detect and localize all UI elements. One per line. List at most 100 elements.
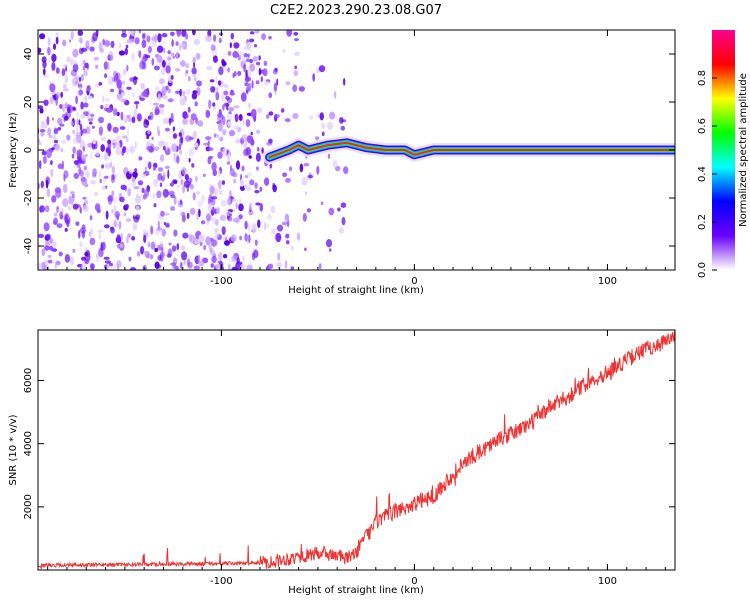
snr-y-axis-label: SNR (10 * v/v): [8, 414, 19, 485]
spectrogram-noise-cell: [80, 101, 84, 110]
spectrogram-noise-cell: [95, 64, 99, 69]
spectrogram-noise-cell: [240, 92, 247, 102]
spectrogram-noise-cell: [221, 92, 225, 102]
spectrogram-noise-cell: [112, 197, 117, 204]
spectrogram-noise-cell: [289, 166, 293, 172]
spectrogram-noise-cell: [167, 98, 174, 103]
spectrogram-noise-cell: [90, 180, 96, 185]
spectrogram-noise-cell: [226, 149, 229, 155]
spectrogram-noise-cell: [290, 266, 295, 270]
spectrogram-noise-cell: [98, 116, 104, 124]
spectrogram-noise-cell: [140, 245, 145, 255]
spectrogram-noise-cell: [170, 262, 176, 266]
spectrogram-noise-cell: [170, 75, 174, 80]
spectrogram-noise-cell: [203, 142, 209, 146]
spectrogram-noise-cell: [71, 193, 75, 199]
spectrogram-noise-cell: [202, 173, 206, 177]
spectrogram-noise-cell: [89, 113, 95, 117]
spectrogram-noise-cell: [79, 123, 83, 131]
spectrogram-noise-cell: [244, 76, 252, 82]
spectrogram-noise-cell: [111, 190, 115, 197]
spectrogram-noise-cell: [185, 88, 192, 95]
spectrogram-noise-cell: [256, 166, 259, 171]
spectrogram-noise-cell: [102, 95, 105, 103]
spectrogram-noise-cell: [160, 66, 166, 76]
spectrogram-noise-cell: [152, 193, 155, 199]
spectrogram-noise-cell: [212, 236, 218, 240]
spectrogram-noise-cell: [153, 102, 159, 106]
spectrogram-noise-cell: [254, 30, 260, 34]
spectrogram-noise-cell: [132, 223, 138, 231]
spectrogram-noise-cell: [105, 210, 109, 220]
spectrogram-x-axis-label: Height of straight line (km): [288, 285, 424, 296]
spectrogram-noise-cell: [321, 122, 325, 129]
spectrogram-noise-cell: [243, 140, 248, 150]
spectrogram-noise-cell: [61, 68, 66, 77]
spectrogram-noise-cell: [168, 117, 172, 126]
spectrogram-noise-cell: [151, 36, 155, 41]
spectrogram-noise-cell: [196, 80, 202, 87]
spectrogram-noise-cell: [100, 104, 104, 110]
spectrogram-noise-cell: [112, 126, 119, 134]
spectrogram-noise-cell: [218, 37, 222, 44]
spectrogram-noise-cell: [294, 51, 300, 56]
spectrogram-noise-cell: [44, 205, 50, 213]
spectrogram-noise-cell: [220, 199, 227, 207]
spectrogram-noise-cell: [256, 61, 261, 66]
spectrogram-noise-cell: [126, 114, 131, 119]
spectrogram-noise-cell: [75, 221, 80, 226]
spectrogram-noise-cell: [82, 204, 89, 213]
spectrogram-noise-cell: [234, 113, 239, 123]
spectrogram-noise-cell: [148, 161, 152, 170]
spectrogram-noise-cell: [165, 222, 170, 228]
spectrogram-noise-cell: [87, 118, 94, 122]
spectrogram-noise-cell: [294, 38, 299, 42]
spectrogram-noise-cell: [182, 232, 189, 239]
spectrogram-noise-cell: [113, 70, 117, 78]
spectrogram-noise-cell: [239, 185, 246, 192]
spectrogram-noise-cell: [217, 80, 222, 86]
spectrogram-noise-cell: [340, 202, 347, 208]
spectrogram-noise-cell: [146, 35, 151, 43]
spectrogram-noise-cell: [171, 39, 174, 47]
spectrogram-noise-cell: [237, 71, 242, 76]
spectrogram-y-tick-label: -40: [23, 238, 34, 254]
spectrogram-noise-cell: [135, 104, 138, 110]
snr-x-axis-label: Height of straight line (km): [288, 585, 424, 596]
spectrogram-noise-cell: [229, 213, 232, 217]
spectrogram-noise-cell: [45, 122, 48, 129]
spectrogram-noise-cell: [132, 171, 138, 178]
spectrogram-noise-cell: [50, 168, 54, 178]
spectrogram-noise-cell: [188, 148, 195, 157]
spectrogram-noise-cell: [191, 163, 195, 168]
spectrogram-noise-cell: [318, 65, 326, 73]
spectrogram-noise-cell: [181, 211, 186, 218]
spectrogram-noise-cell: [243, 53, 248, 58]
spectrogram-noise-cell: [107, 75, 115, 85]
spectrogram-noise-cell: [142, 229, 149, 233]
spectrogram-noise-cell: [198, 208, 201, 218]
spectrogram-noise-cell: [218, 122, 223, 132]
spectrogram-noise-cell: [120, 184, 127, 190]
spectrogram-noise-cell: [53, 128, 59, 135]
spectrogram-noise-cell: [214, 264, 221, 269]
spectrogram-noise-cell: [120, 111, 124, 121]
spectrogram-noise-cell: [284, 260, 288, 269]
spectrogram-noise-cell: [118, 50, 125, 56]
spectrogram-noise-cell: [176, 155, 180, 164]
spectrogram-noise-cell: [92, 168, 97, 177]
spectrogram-noise-cell: [230, 234, 237, 242]
spectrogram-noise-cell: [144, 166, 147, 171]
spectrogram-noise-cell: [299, 163, 304, 173]
spectrogram-noise-cell: [253, 44, 258, 48]
spectrogram-noise-cell: [215, 219, 219, 227]
spectrogram-noise-cell: [248, 38, 255, 43]
spectrogram-noise-cell: [98, 126, 103, 136]
spectrogram-noise-cell: [314, 136, 320, 141]
spectrogram-noise-cell: [238, 114, 243, 121]
spectrogram-noise-cell: [73, 136, 77, 145]
spectrogram-x-tick-label: -100: [210, 276, 233, 287]
spectrogram-noise-cell: [72, 48, 79, 58]
spectrogram-noise-cell: [41, 150, 47, 156]
spectrogram-noise-cell: [176, 266, 179, 270]
